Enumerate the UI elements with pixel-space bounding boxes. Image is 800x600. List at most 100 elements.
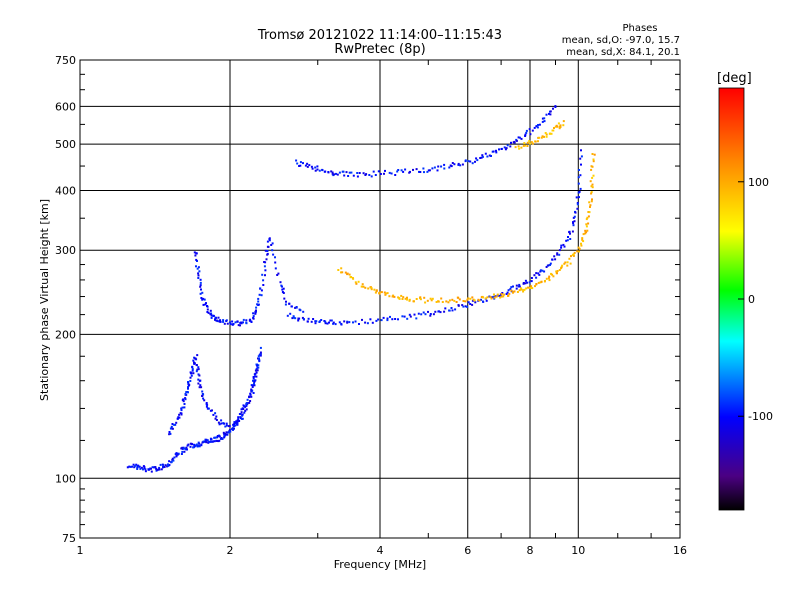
data-point: [200, 386, 203, 389]
data-point: [582, 233, 585, 236]
data-point: [540, 136, 543, 139]
data-point: [220, 422, 223, 425]
data-point: [386, 317, 389, 320]
data-point: [397, 296, 400, 299]
data-point: [587, 211, 590, 213]
data-point: [589, 180, 592, 183]
data-point: [199, 384, 202, 387]
data-point: [161, 463, 164, 466]
data-point: [182, 398, 185, 401]
x-tick-label: 6: [464, 544, 471, 557]
data-point: [560, 266, 563, 269]
data-point: [261, 273, 264, 276]
data-point: [539, 269, 542, 272]
data-point: [524, 144, 526, 147]
data-point: [524, 135, 527, 137]
data-point: [277, 272, 280, 275]
data-point: [518, 285, 521, 288]
data-point: [233, 423, 236, 425]
data-point: [218, 439, 221, 442]
data-point: [361, 283, 364, 286]
data-point: [201, 291, 204, 294]
data-point: [543, 270, 546, 273]
data-point: [570, 255, 572, 258]
data-point: [528, 128, 531, 131]
data-point: [415, 317, 418, 320]
data-point: [535, 283, 538, 285]
data-point: [196, 368, 199, 371]
data-point: [158, 468, 161, 471]
data-point: [192, 446, 195, 449]
data-point: [575, 196, 578, 199]
data-point: [530, 280, 533, 283]
data-point: [255, 371, 258, 374]
data-point: [579, 174, 582, 177]
data-point: [294, 317, 297, 320]
data-point: [270, 244, 273, 246]
data-point: [266, 240, 269, 243]
data-point: [448, 309, 451, 312]
data-point: [264, 261, 267, 264]
x-tick-label: 2: [227, 544, 234, 557]
data-point: [259, 353, 262, 356]
data-point: [250, 395, 253, 398]
data-point: [214, 318, 216, 321]
plot-frame: [79, 59, 681, 539]
data-point: [556, 272, 558, 275]
data-point: [544, 132, 547, 134]
x-tick-label: 8: [527, 544, 534, 557]
data-point: [173, 423, 176, 426]
data-point: [194, 254, 197, 257]
data-point: [282, 292, 285, 294]
data-point: [184, 398, 187, 401]
data-point: [237, 416, 240, 419]
data-point: [169, 432, 172, 435]
data-point: [140, 466, 143, 469]
data-point: [202, 393, 205, 396]
data-point: [440, 165, 443, 168]
data-point: [573, 251, 576, 254]
data-point: [340, 267, 343, 270]
data-point: [567, 236, 569, 238]
data-point: [195, 252, 198, 255]
data-point: [168, 464, 171, 466]
data-point: [535, 125, 538, 128]
data-point: [197, 382, 200, 385]
data-point: [256, 303, 259, 306]
data-point: [527, 286, 530, 289]
data-point: [569, 262, 572, 265]
data-point: [251, 389, 254, 392]
data-point: [422, 311, 425, 314]
data-point: [364, 321, 367, 324]
data-point: [526, 141, 529, 144]
data-point: [572, 253, 575, 256]
data-point: [459, 164, 462, 167]
data-point: [241, 417, 244, 420]
data-point: [318, 169, 321, 172]
data-point: [234, 321, 237, 324]
data-point: [491, 296, 494, 299]
data-point: [378, 291, 381, 294]
data-point: [437, 300, 440, 303]
data-point: [573, 215, 576, 218]
data-point: [396, 170, 399, 173]
data-point: [409, 170, 411, 173]
data-point: [256, 369, 259, 372]
stats-x-mode: mean, sd,X: 84.1, 20.1: [566, 47, 680, 58]
data-point: [159, 463, 162, 466]
data-point: [586, 229, 589, 232]
data-point: [520, 137, 523, 140]
data-point: [148, 468, 151, 471]
data-point: [340, 271, 342, 274]
data-point: [576, 202, 579, 204]
data-point: [553, 255, 556, 258]
data-point: [541, 135, 544, 138]
data-point: [252, 312, 255, 315]
data-point: [259, 354, 262, 357]
data-point: [419, 171, 422, 173]
data-point: [514, 146, 517, 149]
data-point: [451, 298, 454, 301]
data-point: [408, 298, 411, 301]
data-point: [360, 285, 363, 288]
data-point: [569, 232, 571, 235]
